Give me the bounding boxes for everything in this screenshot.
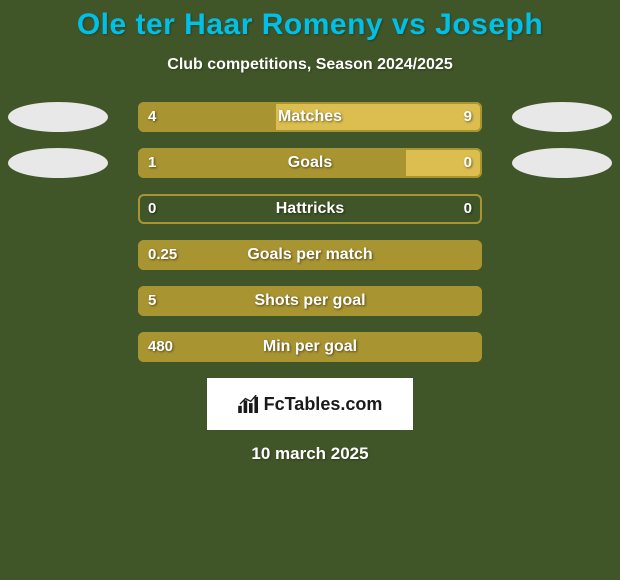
chart-icon <box>238 395 260 413</box>
bar-track <box>138 194 482 224</box>
bar-track <box>138 332 482 362</box>
comparison-chart: Ole ter Haar Romeny vs Joseph Club compe… <box>0 0 620 580</box>
player-right-avatar <box>512 102 612 132</box>
metric-row: Shots per goal5 <box>0 286 620 316</box>
bar-track <box>138 102 482 132</box>
page-title: Ole ter Haar Romeny vs Joseph <box>0 0 620 42</box>
player-left-avatar <box>8 102 108 132</box>
player-right-avatar <box>512 148 612 178</box>
metric-row: Hattricks00 <box>0 194 620 224</box>
bar-right-fill <box>276 102 482 132</box>
bar-left-fill <box>138 148 406 178</box>
bar-left-fill <box>138 286 482 316</box>
metric-row: Matches49 <box>0 102 620 132</box>
metric-row: Goals per match0.25 <box>0 240 620 270</box>
page-subtitle: Club competitions, Season 2024/2025 <box>0 56 620 74</box>
bar-track <box>138 148 482 178</box>
bar-left-fill <box>138 102 276 132</box>
chart-area: Matches49 Goals10 Hattricks00 Goals per mat… <box>0 102 620 362</box>
logo-box: FcTables.com <box>207 378 413 430</box>
date-label: 10 march 2025 <box>0 444 620 464</box>
bar-right-fill <box>406 148 482 178</box>
bar-left-fill <box>138 240 482 270</box>
bar-track <box>138 286 482 316</box>
metric-row: Goals10 <box>0 148 620 178</box>
bar-left-fill <box>138 332 482 362</box>
bar-track <box>138 240 482 270</box>
player-left-avatar <box>8 148 108 178</box>
metric-row: Min per goal480 <box>0 332 620 362</box>
logo-text: FcTables.com <box>264 394 383 415</box>
